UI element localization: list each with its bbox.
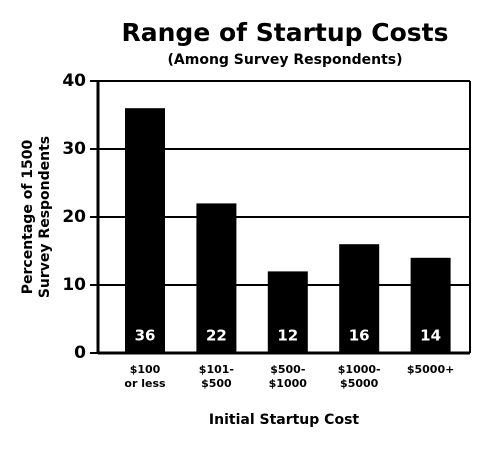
x-tick-label: $1000- xyxy=(338,363,381,376)
bar xyxy=(410,257,451,353)
value-label: 16 xyxy=(349,327,370,345)
y-tick-label: 30 xyxy=(62,139,86,159)
y-axis-label-line: Survey Respondents xyxy=(37,136,53,298)
x-tick-label: $500 xyxy=(201,377,232,390)
x-tick-label: $100 xyxy=(130,363,161,376)
y-axis-label: Percentage of 1500 Survey Respondents xyxy=(20,136,53,298)
y-tick-label: 40 xyxy=(62,71,86,91)
bar xyxy=(339,244,380,353)
x-tick-label: $500- xyxy=(270,363,305,376)
x-tick-label: $5000+ xyxy=(407,363,455,376)
chart-subtitle: (Among Survey Respondents) xyxy=(168,52,403,68)
chart-title: Range of Startup Costs xyxy=(122,18,449,47)
y-axis-label-line: Percentage of 1500 xyxy=(20,139,36,294)
value-label: 22 xyxy=(206,327,227,345)
bar xyxy=(125,108,165,353)
x-tick-label: or less xyxy=(124,377,166,390)
x-tick-label: $5000 xyxy=(340,377,379,390)
value-label: 14 xyxy=(420,327,441,345)
bar xyxy=(196,203,237,353)
y-tick-label: 10 xyxy=(62,275,86,295)
x-axis-label: Initial Startup Cost xyxy=(209,412,359,428)
value-label: 36 xyxy=(135,327,156,345)
bar xyxy=(267,271,308,353)
y-tick-label: 20 xyxy=(62,207,86,227)
y-tick-label: 0 xyxy=(74,343,86,363)
x-tick-label: $1000 xyxy=(269,377,308,390)
value-label: 12 xyxy=(277,327,298,345)
x-tick-label: $101- xyxy=(199,363,234,376)
